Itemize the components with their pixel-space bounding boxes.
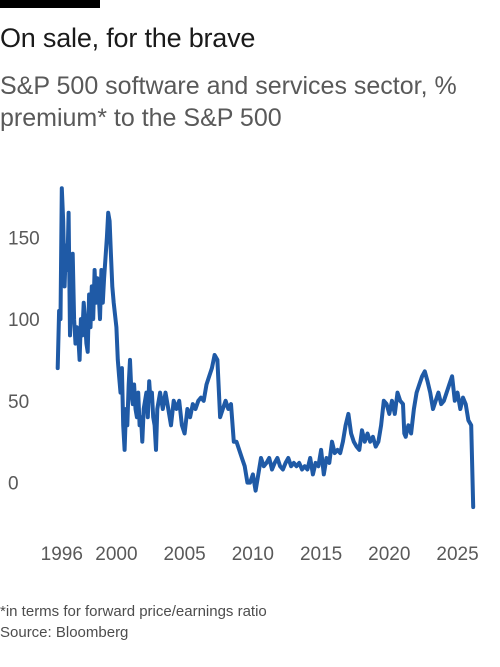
y-tick-label: 50 [8, 392, 29, 413]
x-axis-ticks: 1996 2000 2005 2010 2015 2020 2025 [41, 544, 479, 565]
y-axis-ticks: 0 50 100 150 [8, 228, 40, 494]
source-note: Source: Bloomberg [0, 624, 129, 641]
line-chart: 0 50 100 150 1996 2000 2005 2010 2015 2020 2025 [8, 186, 479, 565]
footnote: *in terms for forward price/earnings rat… [0, 603, 267, 620]
footer: *in terms for forward price/earnings rat… [0, 601, 267, 643]
x-tick-label: 2000 [95, 544, 137, 565]
series-line-0 [55, 186, 476, 510]
series-group [55, 186, 476, 510]
chart-title: On sale, for the brave [0, 23, 256, 53]
x-tick-label: 2015 [300, 544, 342, 565]
x-tick-label: 2005 [163, 544, 205, 565]
brand-bar [0, 0, 100, 8]
y-tick-label: 100 [8, 310, 40, 331]
x-tick-label: 2025 [436, 544, 478, 565]
x-tick-label: 2010 [232, 544, 274, 565]
chart-subtitle: S&P 500 software and services sector, % … [0, 72, 457, 132]
y-tick-label: 0 [8, 474, 19, 495]
y-tick-label: 150 [8, 228, 40, 249]
x-tick-label: 2020 [368, 544, 410, 565]
x-tick-label: 1996 [41, 544, 83, 565]
